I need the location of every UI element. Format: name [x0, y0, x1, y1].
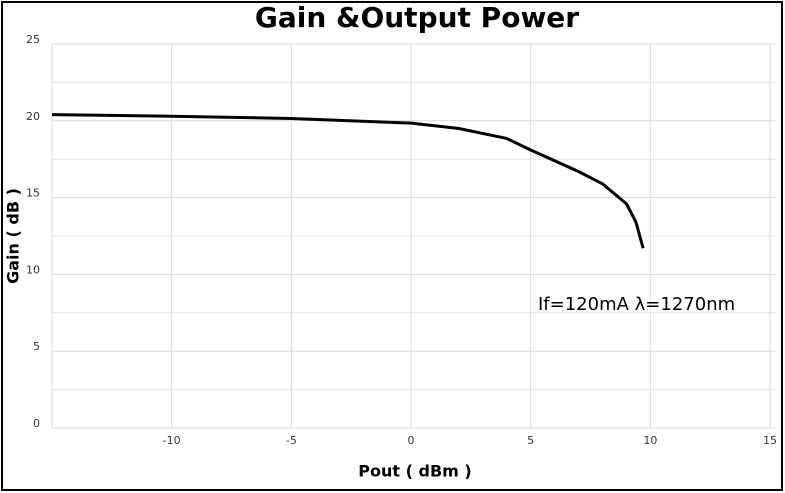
- y-tick-label: 20: [26, 110, 40, 123]
- y-tick-label: 10: [26, 263, 40, 276]
- y-axis-label: Gain ( dB ): [4, 188, 23, 284]
- x-tick-label: -5: [286, 434, 297, 447]
- x-tick-label: 5: [527, 434, 534, 447]
- data-line: [51, 113, 645, 249]
- y-tick-label: 25: [26, 33, 40, 46]
- annotation: If=120mA λ=1270nm: [538, 294, 735, 315]
- grid: [51, 43, 776, 429]
- x-tick-label: 0: [408, 434, 415, 447]
- x-axis-label: Pout ( dBm ): [358, 462, 471, 481]
- x-tick-label: 10: [643, 434, 657, 447]
- chart-title: Gain &Output Power: [255, 1, 579, 34]
- y-tick-label: 5: [33, 340, 40, 353]
- x-tick-label: -10: [163, 434, 181, 447]
- y-tick-label: 0: [33, 417, 40, 430]
- x-tick-label: 15: [763, 434, 777, 447]
- y-tick-label: 15: [26, 187, 40, 200]
